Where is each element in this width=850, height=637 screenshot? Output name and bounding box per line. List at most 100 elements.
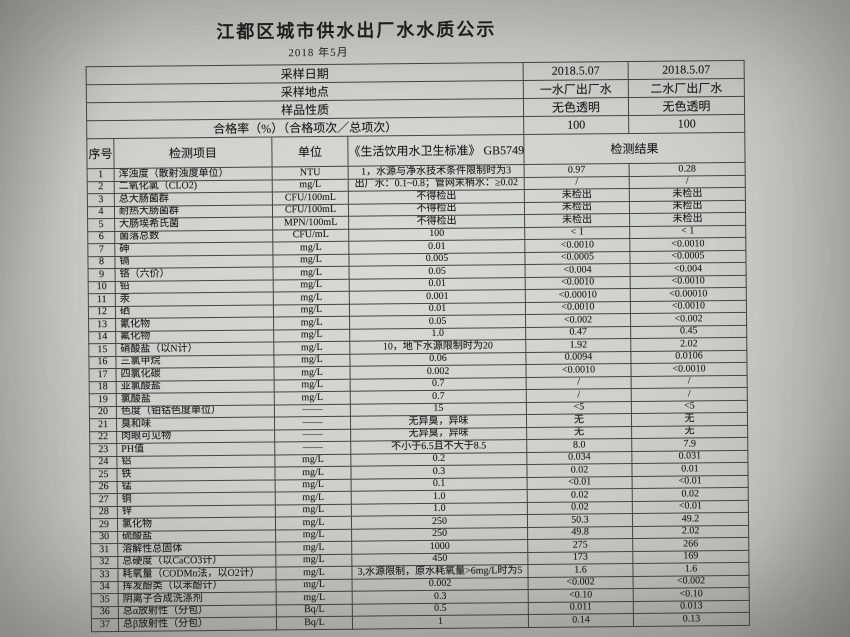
cell-result-plant2: 未检出 [629,187,746,202]
cell-result-plant1: 50.3 [527,513,633,528]
cell-unit: mg/L [273,328,350,342]
cell-unit: —— [274,428,351,442]
cell-result-plant1: 0.034 [526,451,632,465]
cell-unit: —— [274,441,351,455]
cell-seq: 4 [87,205,115,219]
cell-seq: 35 [91,593,119,607]
info-value-plant1: 一水厂出厂水 [523,79,629,99]
table-body: 采样日期 2018.5.07 2018.5.07 采样地点 一水厂出厂水 二水厂出厂水 样品… [86,60,750,632]
cell-unit: mg/L [274,453,351,467]
cell-result-plant2: 7.9 [631,437,748,452]
cell-result-plant1: <0.004 [525,263,631,278]
cell-seq: 5 [87,218,115,232]
cell-unit: Bq/L [276,616,353,630]
cell-seq: 26 [90,480,118,494]
cell-result-plant1: 8.0 [526,438,632,453]
cell-result-plant1: <0.002 [528,576,634,590]
cell-unit: MPN/100mL [272,216,349,230]
cell-seq: 15 [88,343,116,357]
cell-result-plant2: 49.2 [632,512,749,527]
cell-seq: 10 [88,280,116,294]
cell-seq: 31 [90,543,118,557]
cell-seq: 21 [89,418,117,432]
cell-result-plant2: 0.013 [633,599,750,614]
cell-result-plant2: <0.002 [633,574,750,589]
cell-unit: mg/L [275,553,352,567]
cell-unit: —— [274,416,351,430]
cell-unit: mg/L [274,378,351,392]
cell-unit: CFU/100mL [272,191,349,205]
cell-unit: mg/L [273,366,351,380]
col-header-standard: 《生活饮用水卫生标准》 GB5749 [347,134,525,167]
cell-result-plant2: <0.0010 [630,299,747,314]
cell-unit: mg/L [272,178,349,192]
info-value-plant2: 100 [628,114,745,134]
cell-seq: 25 [89,468,118,482]
cell-result-plant1: / [524,176,630,190]
cell-result-plant1: <0.0010 [525,301,631,315]
cell-seq: 6 [87,230,115,244]
cell-result-plant1: < 1 [524,226,630,240]
cell-unit: mg/L [275,566,353,580]
cell-result-plant2: 未检出 [629,212,746,227]
cell-unit: mg/L [272,253,350,267]
cell-result-plant1: <0.002 [525,313,631,328]
cell-seq: 12 [88,305,116,319]
cell-result-plant2: 169 [632,549,749,564]
cell-result-plant2: < 1 [629,224,746,239]
cell-seq: 23 [89,443,117,457]
cell-unit: mg/L [273,278,350,292]
cell-result-plant1: 173 [527,551,633,565]
cell-result-plant1: 0.02 [527,501,633,515]
cell-result-plant2: 0.45 [630,324,747,339]
cell-unit: mg/L [276,578,353,592]
cell-result-plant2: 1.6 [632,562,750,577]
cell-seq: 30 [90,530,118,544]
cell-seq: 24 [89,455,117,469]
cell-seq: 19 [89,393,117,407]
info-value-plant2: 无色透明 [628,96,745,116]
cell-unit: mg/L [275,528,352,542]
cell-unit: mg/L [276,591,353,605]
cell-result-plant2: 2.02 [632,524,749,539]
cell-seq: 34 [91,580,119,594]
info-value-plant1: 100 [523,115,629,135]
col-header-result: 检测结果 [523,132,746,165]
cell-result-plant1: / [526,388,632,403]
cell-result-plant2: <0.10 [633,587,750,602]
cell-unit: mg/L [275,478,352,492]
cell-seq: 18 [89,380,117,394]
cell-result-plant1: 无 [526,426,632,440]
water-quality-table: 采样日期 2018.5.07 2018.5.07 采样地点 一水厂出厂水 二水厂出厂水 样品… [85,59,751,632]
cell-unit: mg/L [275,516,352,530]
cell-result-plant1: 1.92 [525,338,631,353]
col-header-unit: 单位 [271,136,349,167]
info-value-plant2: 2018.5.07 [628,60,745,80]
cell-unit: NTU [272,166,349,180]
cell-unit: mg/L [273,341,350,355]
cell-seq: 8 [87,255,116,269]
cell-result-plant2: <0.01 [632,474,749,489]
cell-seq: 28 [90,505,118,519]
cell-result-plant2: <0.0010 [629,237,746,252]
cell-result-plant2: 无 [631,424,748,439]
cell-result-plant1: 未检出 [524,201,630,215]
cell-result-plant2: <0.002 [630,312,747,327]
cell-item: 总β放射性（分包） [118,616,277,631]
cell-seq: 20 [89,405,117,419]
cell-unit: mg/L [275,491,352,505]
cell-seq: 32 [90,555,118,569]
cell-result-plant1: 275 [527,538,633,553]
cell-result-plant1: 0.97 [524,163,630,178]
cell-result-plant1: / [526,376,632,390]
cell-result-plant1: 0.02 [527,488,633,503]
cell-result-plant1: 1.6 [527,563,634,578]
cell-result-plant1: 0.02 [526,463,633,478]
cell-seq: 16 [88,355,117,369]
info-value-plant1: 2018.5.07 [523,61,629,81]
cell-seq: 33 [90,568,119,582]
cell-seq: 11 [88,293,116,307]
cell-standard: 1 [352,614,529,629]
cell-unit: mg/L [273,316,350,330]
